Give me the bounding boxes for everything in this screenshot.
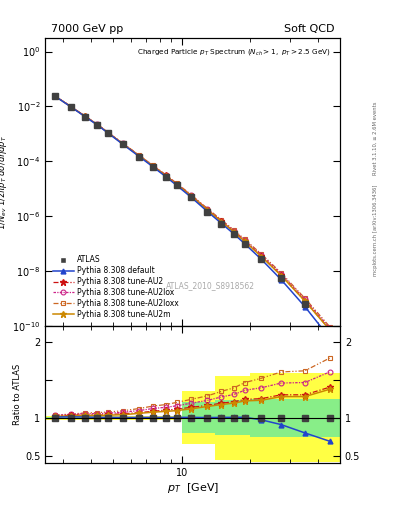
Text: Charged Particle $p_T$ Spectrum ($N_{ch}>1,\ p_T>2.5\ \mathrm{GeV}$): Charged Particle $p_T$ Spectrum ($N_{ch}… [137,47,331,57]
X-axis label: $p_T$  [GeV]: $p_T$ [GeV] [167,481,219,495]
Legend: ATLAS, Pythia 8.308 default, Pythia 8.308 tune-AU2, Pythia 8.308 tune-AU2lox, Py: ATLAS, Pythia 8.308 default, Pythia 8.30… [51,254,180,321]
Text: mcplots.cern.ch [arXiv:1306.3436]: mcplots.cern.ch [arXiv:1306.3436] [373,185,378,276]
Text: 7000 GeV pp: 7000 GeV pp [51,24,123,34]
Y-axis label: $1/N_{ev}\ 1/2\pi p_T\ d\sigma/d\eta dp_T$: $1/N_{ev}\ 1/2\pi p_T\ d\sigma/d\eta dp_… [0,135,9,230]
Text: ATLAS_2010_S8918562: ATLAS_2010_S8918562 [166,282,255,290]
Y-axis label: Ratio to ATLAS: Ratio to ATLAS [13,364,22,425]
Text: Rivet 3.1.10, ≥ 2.6M events: Rivet 3.1.10, ≥ 2.6M events [373,101,378,175]
Text: Soft QCD: Soft QCD [284,24,334,34]
